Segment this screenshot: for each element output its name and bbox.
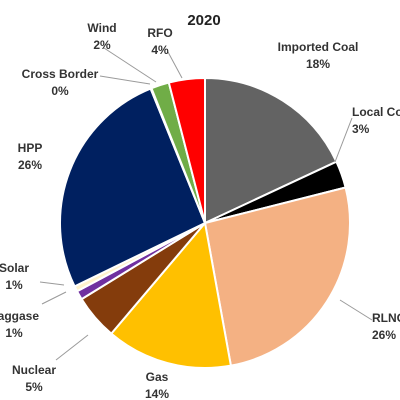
leader-line (39, 281, 65, 286)
slice-label-solar: Solar 1% (0, 261, 29, 292)
leader-lines (39, 47, 373, 361)
slice-label-cross-border: Cross Border 0% (22, 67, 99, 98)
slice-label-rlng: RLNG26% (372, 311, 400, 342)
pie-slice-imported-coal (204, 76, 338, 225)
pie-slice-rfo (167, 76, 206, 224)
slice-label-nuclear: Nuclear 5% (12, 363, 56, 394)
leader-line (339, 299, 373, 321)
pie-slice-hpp (59, 87, 207, 288)
slice-label-hpp: HPP 26% (18, 141, 43, 172)
leader-line (167, 51, 183, 79)
slice-label-gas: Gas 14% (145, 370, 169, 400)
slice-label-wind: Wind 2% (87, 21, 116, 52)
leader-line (334, 117, 353, 163)
chart-title: 2020 (187, 12, 220, 29)
leader-line (103, 47, 157, 83)
slice-label-imported-coal: Imported Coal 18% (278, 40, 359, 71)
leader-line (99, 75, 151, 85)
leader-line (41, 291, 67, 305)
pie-slice-rlng (203, 186, 351, 367)
slice-label-local-coal: Local Coal3% (352, 105, 400, 136)
slice-label-rfo: RFO 4% (147, 26, 172, 57)
pie-slice-gas (109, 220, 233, 369)
slice-label-baggase: Baggase1% (0, 309, 39, 340)
pie-slices (59, 76, 351, 369)
leader-line (55, 334, 89, 361)
